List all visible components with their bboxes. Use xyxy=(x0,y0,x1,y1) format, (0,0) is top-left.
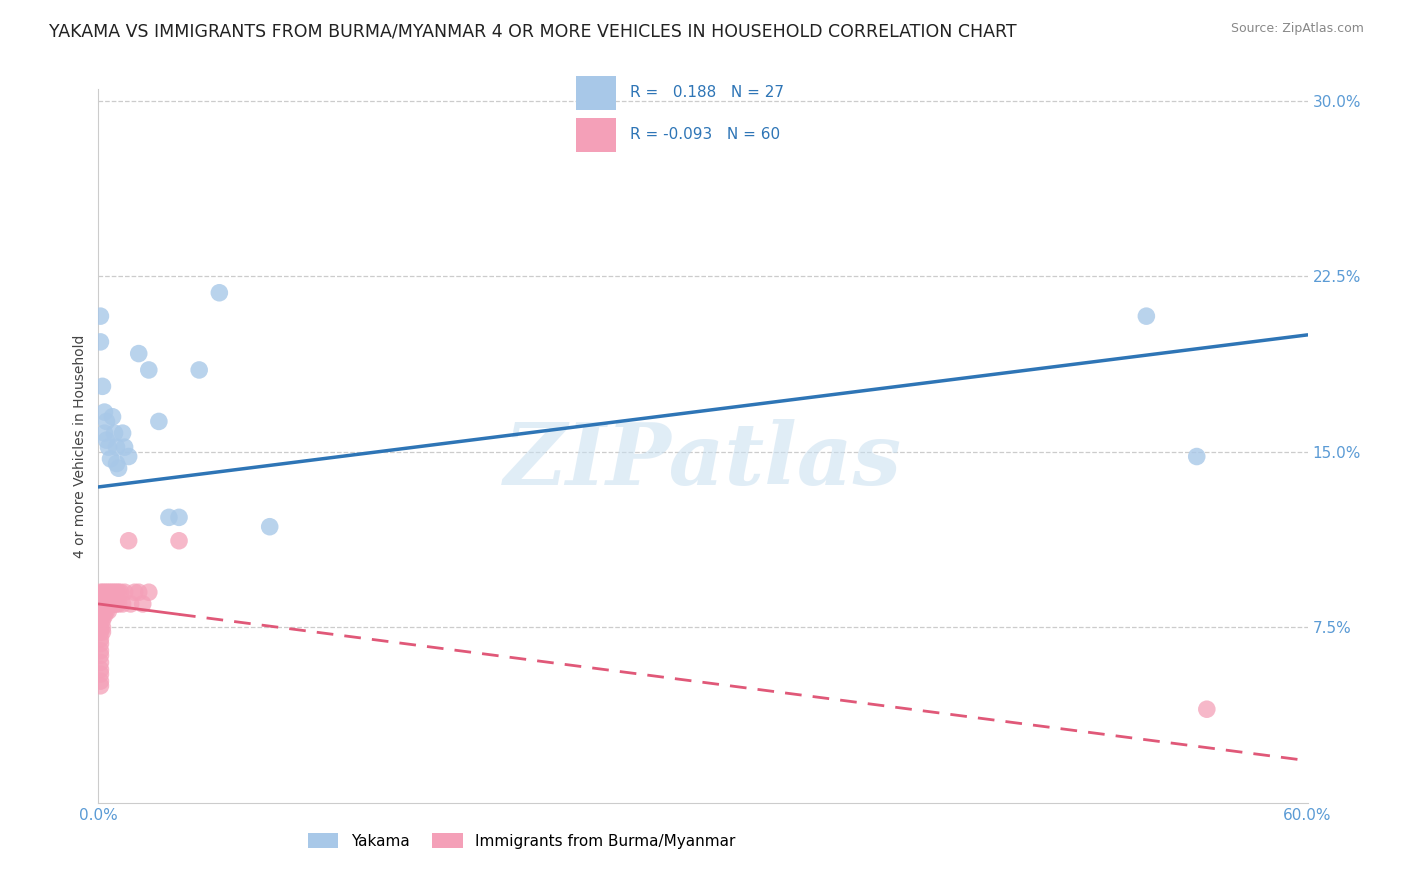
Point xyxy=(93,608,115,623)
Point xyxy=(97,440,120,454)
Y-axis label: 4 or more Vehicles in Household: 4 or more Vehicles in Household xyxy=(73,334,87,558)
Point xyxy=(93,592,115,607)
Text: R =   0.188   N = 27: R = 0.188 N = 27 xyxy=(630,86,785,100)
Point xyxy=(118,450,141,464)
Point xyxy=(100,597,122,611)
Point xyxy=(107,585,129,599)
Point xyxy=(93,604,115,618)
Point xyxy=(132,597,155,611)
Point xyxy=(124,585,146,599)
Point xyxy=(96,604,118,618)
Point xyxy=(89,667,111,681)
Point xyxy=(96,585,118,599)
Text: R = -0.093   N = 60: R = -0.093 N = 60 xyxy=(630,128,780,142)
Point xyxy=(89,679,111,693)
Point xyxy=(105,597,128,611)
Point xyxy=(91,604,114,618)
Point xyxy=(89,613,111,627)
Point xyxy=(89,648,111,663)
Point xyxy=(107,597,129,611)
Point xyxy=(114,440,136,454)
Point xyxy=(105,585,128,599)
Point xyxy=(111,426,134,441)
Point xyxy=(89,674,111,689)
Text: Source: ZipAtlas.com: Source: ZipAtlas.com xyxy=(1230,22,1364,36)
Point xyxy=(89,309,111,323)
Point xyxy=(97,585,120,599)
Point xyxy=(91,585,114,599)
Point xyxy=(120,597,142,611)
Point xyxy=(138,585,160,599)
Point xyxy=(111,597,134,611)
Point xyxy=(103,597,125,611)
Point xyxy=(188,363,211,377)
Point xyxy=(118,533,141,548)
Point xyxy=(167,510,190,524)
Point xyxy=(91,379,114,393)
Point xyxy=(110,585,132,599)
Point xyxy=(107,461,129,475)
Point xyxy=(89,632,111,646)
Point xyxy=(103,426,125,441)
Point xyxy=(100,585,122,599)
Point xyxy=(89,597,111,611)
Point xyxy=(93,426,115,441)
Point xyxy=(89,644,111,658)
Point xyxy=(91,613,114,627)
Point xyxy=(89,637,111,651)
Point xyxy=(91,592,114,607)
Point xyxy=(103,585,125,599)
Point xyxy=(100,451,122,466)
Point xyxy=(1135,309,1157,323)
Point xyxy=(89,608,111,623)
Point xyxy=(93,585,115,599)
Point xyxy=(208,285,231,300)
Point xyxy=(128,585,150,599)
Legend: Yakama, Immigrants from Burma/Myanmar: Yakama, Immigrants from Burma/Myanmar xyxy=(308,833,735,848)
Point xyxy=(114,585,136,599)
Point xyxy=(148,414,170,428)
Point xyxy=(89,585,111,599)
Point xyxy=(91,608,114,623)
Point xyxy=(89,592,111,607)
Point xyxy=(97,597,120,611)
Point xyxy=(93,597,115,611)
Point xyxy=(91,625,114,640)
Point xyxy=(100,592,122,607)
Point xyxy=(89,662,111,676)
Point xyxy=(89,625,111,640)
Bar xyxy=(576,118,616,152)
Point xyxy=(97,592,120,607)
Point xyxy=(101,585,124,599)
Point xyxy=(1195,702,1218,716)
Point xyxy=(91,597,114,611)
Point xyxy=(138,363,160,377)
Point xyxy=(1185,450,1208,464)
Point xyxy=(157,510,180,524)
Point xyxy=(96,433,118,447)
Point xyxy=(96,597,118,611)
Text: YAKAMA VS IMMIGRANTS FROM BURMA/MYANMAR 4 OR MORE VEHICLES IN HOUSEHOLD CORRELAT: YAKAMA VS IMMIGRANTS FROM BURMA/MYANMAR … xyxy=(49,22,1017,40)
Point xyxy=(89,656,111,670)
Point xyxy=(101,409,124,424)
Point xyxy=(128,346,150,360)
Point xyxy=(93,405,115,419)
Point xyxy=(105,457,128,471)
Point xyxy=(96,414,118,428)
Bar xyxy=(576,76,616,110)
Point xyxy=(89,620,111,634)
Point xyxy=(97,604,120,618)
Text: ZIPatlas: ZIPatlas xyxy=(503,418,903,502)
Point xyxy=(89,334,111,349)
Point xyxy=(167,533,190,548)
Point xyxy=(96,592,118,607)
Point xyxy=(89,604,111,618)
Point xyxy=(259,519,281,533)
Point xyxy=(101,597,124,611)
Point xyxy=(91,620,114,634)
Point xyxy=(105,440,128,454)
